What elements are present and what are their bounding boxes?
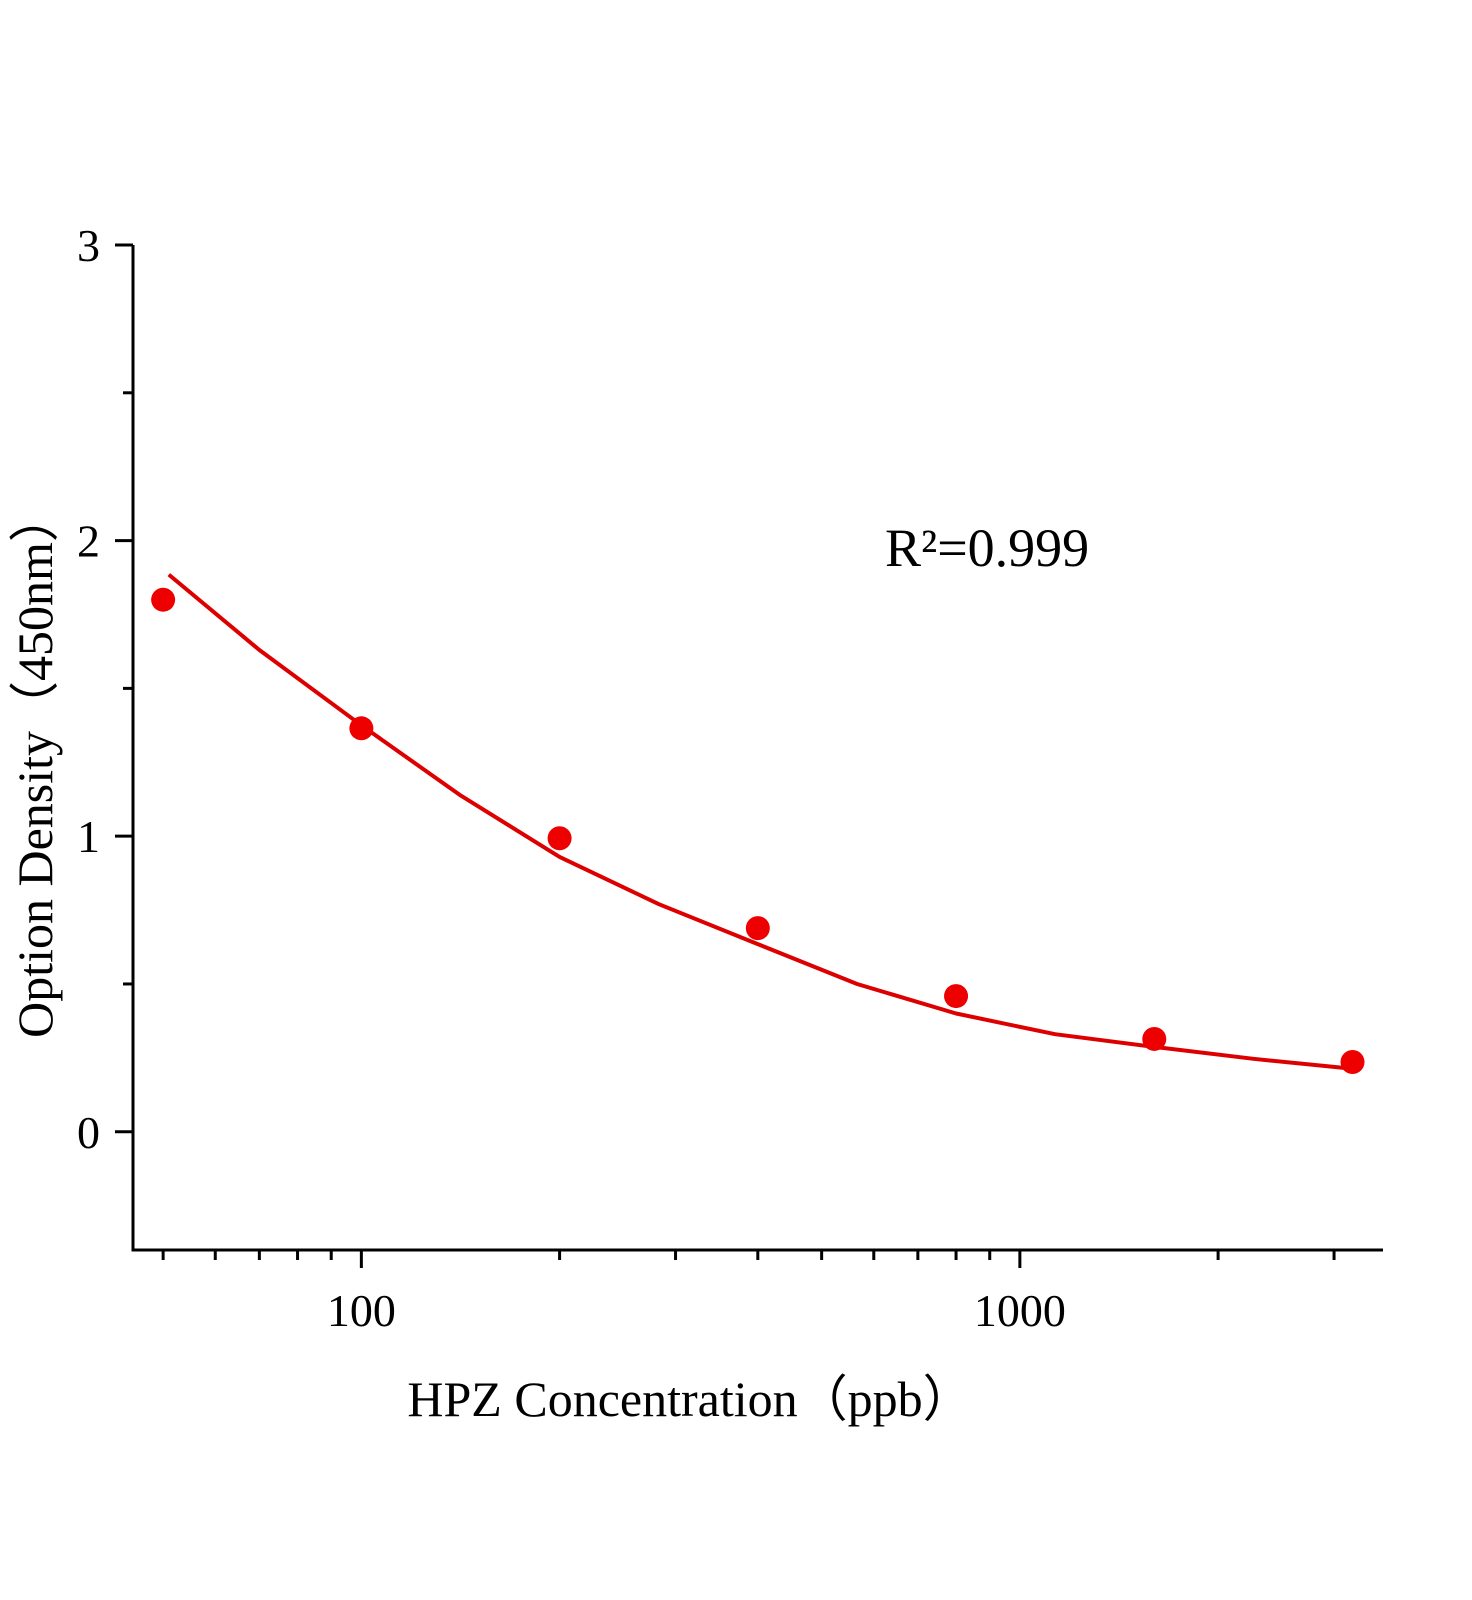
data-point (1340, 1050, 1365, 1075)
y-tick-label: 2 (77, 516, 100, 567)
data-point (151, 587, 176, 612)
data-point (944, 984, 969, 1009)
x-tick-label: 1000 (974, 1285, 1066, 1336)
y-tick-label: 0 (77, 1107, 100, 1158)
y-axis-label: Option Density（450nm） (7, 492, 63, 1038)
y-tick-label: 1 (77, 811, 100, 862)
fit-curve (167, 573, 1353, 1071)
x-tick-label: 100 (327, 1285, 396, 1336)
data-point (745, 916, 770, 941)
annotation: R²=0.999 (885, 518, 1089, 578)
data-point (349, 716, 374, 741)
data-point (547, 826, 572, 851)
y-tick-label: 3 (77, 220, 100, 271)
x-axis-label: HPZ Concentration（ppb） (407, 1371, 972, 1427)
data-point (1142, 1026, 1167, 1051)
